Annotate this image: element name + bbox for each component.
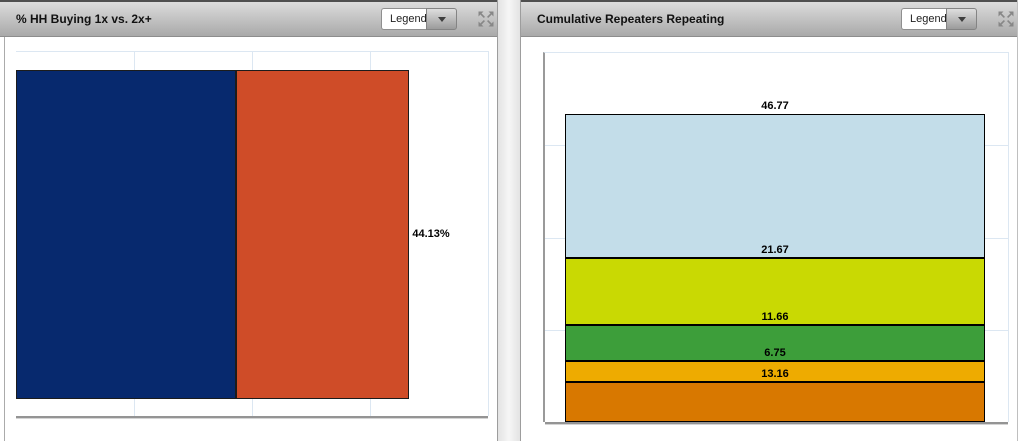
- legend-dropdown-value[interactable]: Legend: [381, 8, 427, 30]
- bar-segment[interactable]: [565, 360, 985, 382]
- legend-dropdown-arrow-button[interactable]: [946, 8, 977, 30]
- legend-dropdown[interactable]: Legend: [901, 8, 977, 30]
- bar-value-label: 21.67: [761, 244, 789, 257]
- bar-segment[interactable]: [16, 70, 236, 399]
- panel-header: Cumulative Repeaters Repeating Legend: [521, 0, 1017, 37]
- legend-dropdown-value[interactable]: Legend: [901, 8, 947, 30]
- repeaters-plot: 46.77 21.67 11.66 6.75 13.16: [543, 52, 1009, 424]
- panel-cumulative-repeaters: Cumulative Repeaters Repeating Legend: [520, 0, 1018, 441]
- x-axis-line: [545, 422, 1008, 424]
- bar-segment[interactable]: [565, 258, 985, 325]
- panel-title: % HH Buying 1x vs. 2x+: [16, 12, 152, 26]
- bar-segment[interactable]: [235, 70, 410, 399]
- panel-body: 46.77 21.67 11.66 6.75 13.16: [521, 37, 1017, 441]
- hh-buying-plot: 55.87%44.13%: [16, 51, 489, 418]
- legend-dropdown-arrow-button[interactable]: [426, 8, 457, 30]
- x-axis-line: [16, 416, 488, 418]
- panel-divider[interactable]: [498, 0, 520, 441]
- legend-dropdown[interactable]: Legend: [381, 8, 457, 30]
- bar-segment[interactable]: [565, 381, 985, 422]
- panel-edge-line: [4, 37, 5, 441]
- bar-value-label: 11.66: [761, 310, 789, 323]
- panel-title: Cumulative Repeaters Repeating: [537, 12, 725, 26]
- bar-value-label: 13.16: [761, 367, 789, 380]
- bar-value-label: 6.75: [764, 346, 786, 359]
- bar-segment[interactable]: [565, 324, 985, 361]
- bar-value-label: 46.77: [761, 100, 789, 113]
- panel-body: 55.87%44.13%: [0, 37, 497, 441]
- panel-hh-buying: % HH Buying 1x vs. 2x+ Legend: [0, 0, 498, 441]
- bar-segment[interactable]: [565, 114, 985, 259]
- chevron-down-icon: [957, 16, 966, 22]
- chevron-down-icon: [437, 16, 446, 22]
- bar-value-label: 44.13%: [412, 227, 450, 240]
- panel-header: % HH Buying 1x vs. 2x+ Legend: [0, 0, 497, 37]
- expand-arrows-icon[interactable]: [478, 11, 494, 27]
- expand-arrows-icon[interactable]: [998, 11, 1014, 27]
